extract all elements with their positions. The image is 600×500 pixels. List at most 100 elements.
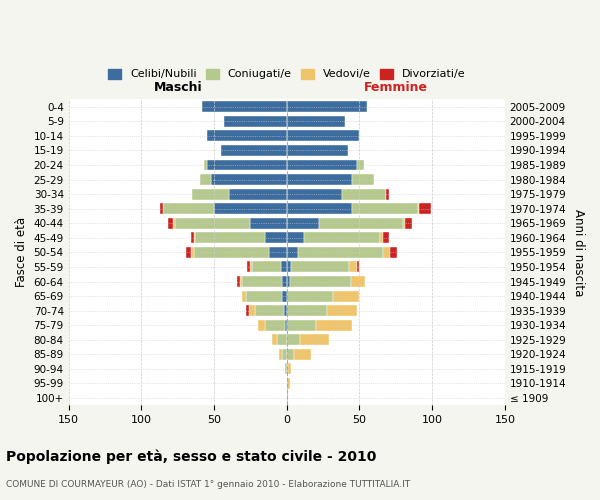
Bar	[328, 305, 356, 316]
Bar	[187, 247, 191, 258]
Bar	[287, 364, 288, 374]
Bar	[285, 364, 287, 374]
Bar	[285, 320, 287, 330]
Bar	[247, 262, 250, 272]
Bar	[419, 203, 431, 214]
Bar	[281, 262, 287, 272]
Text: Maschi: Maschi	[154, 80, 202, 94]
Bar	[252, 262, 281, 272]
Bar	[238, 276, 240, 287]
Bar	[283, 290, 287, 302]
Bar	[352, 203, 418, 214]
Bar	[287, 378, 290, 389]
Bar	[418, 203, 419, 214]
Bar	[272, 334, 277, 345]
Bar	[287, 392, 288, 404]
Bar	[287, 290, 333, 302]
Bar	[287, 320, 316, 330]
Bar	[229, 188, 287, 200]
Bar	[403, 218, 404, 228]
Bar	[160, 203, 163, 214]
Bar	[167, 218, 173, 228]
Bar	[342, 188, 386, 200]
Bar	[287, 116, 345, 127]
Bar	[191, 232, 194, 243]
Bar	[242, 276, 283, 287]
Bar	[288, 364, 291, 374]
Bar	[192, 188, 229, 200]
Bar	[257, 320, 265, 330]
Bar	[290, 276, 351, 287]
Bar	[200, 174, 211, 185]
Bar	[298, 247, 383, 258]
Bar	[287, 247, 298, 258]
Bar	[319, 218, 403, 228]
Y-axis label: Fasce di età: Fasce di età	[15, 218, 28, 288]
Bar	[202, 102, 287, 112]
Bar	[246, 305, 249, 316]
Bar	[265, 232, 287, 243]
Bar	[287, 145, 348, 156]
Bar	[287, 102, 367, 112]
Bar	[349, 262, 356, 272]
Bar	[390, 247, 397, 258]
Bar	[300, 334, 329, 345]
Text: COMUNE DI COURMAYEUR (AO) - Dati ISTAT 1° gennaio 2010 - Elaborazione TUTTITALIA: COMUNE DI COURMAYEUR (AO) - Dati ISTAT 1…	[6, 480, 410, 489]
Bar	[333, 290, 359, 302]
Bar	[404, 218, 412, 228]
Bar	[280, 349, 283, 360]
Bar	[246, 290, 283, 302]
Bar	[351, 276, 365, 287]
Bar	[204, 160, 207, 170]
Bar	[316, 320, 352, 330]
Bar	[240, 276, 242, 287]
Bar	[211, 174, 287, 185]
Bar	[224, 116, 287, 127]
Y-axis label: Anni di nascita: Anni di nascita	[572, 208, 585, 296]
Bar	[249, 305, 255, 316]
Text: Femmine: Femmine	[364, 80, 428, 94]
Bar	[173, 218, 175, 228]
Bar	[214, 203, 287, 214]
Bar	[250, 218, 287, 228]
Bar	[207, 130, 287, 141]
Bar	[242, 290, 246, 302]
Bar	[287, 276, 290, 287]
Bar	[287, 130, 359, 141]
Bar	[255, 305, 284, 316]
Text: Popolazione per età, sesso e stato civile - 2010: Popolazione per età, sesso e stato civil…	[6, 450, 376, 464]
Bar	[277, 334, 287, 345]
Bar	[356, 160, 364, 170]
Legend: Celibi/Nubili, Coniugati/e, Vedovi/e, Divorziati/e: Celibi/Nubili, Coniugati/e, Vedovi/e, Di…	[104, 66, 469, 82]
Bar	[356, 262, 359, 272]
Bar	[287, 218, 319, 228]
Bar	[352, 174, 374, 185]
Bar	[221, 145, 287, 156]
Bar	[287, 334, 300, 345]
Bar	[283, 276, 287, 287]
Bar	[287, 160, 356, 170]
Bar	[287, 262, 291, 272]
Bar	[291, 262, 349, 272]
Bar	[163, 203, 214, 214]
Bar	[287, 232, 304, 243]
Bar	[194, 247, 269, 258]
Bar	[194, 232, 195, 243]
Bar	[284, 305, 287, 316]
Bar	[287, 305, 328, 316]
Bar	[294, 349, 311, 360]
Bar	[250, 262, 252, 272]
Bar	[269, 247, 287, 258]
Bar	[383, 232, 389, 243]
Bar	[195, 232, 265, 243]
Bar	[287, 349, 294, 360]
Bar	[287, 188, 342, 200]
Bar	[283, 349, 287, 360]
Bar	[287, 203, 352, 214]
Bar	[175, 218, 250, 228]
Bar	[380, 232, 383, 243]
Bar	[191, 247, 194, 258]
Bar	[287, 174, 352, 185]
Bar	[383, 247, 390, 258]
Bar	[265, 320, 285, 330]
